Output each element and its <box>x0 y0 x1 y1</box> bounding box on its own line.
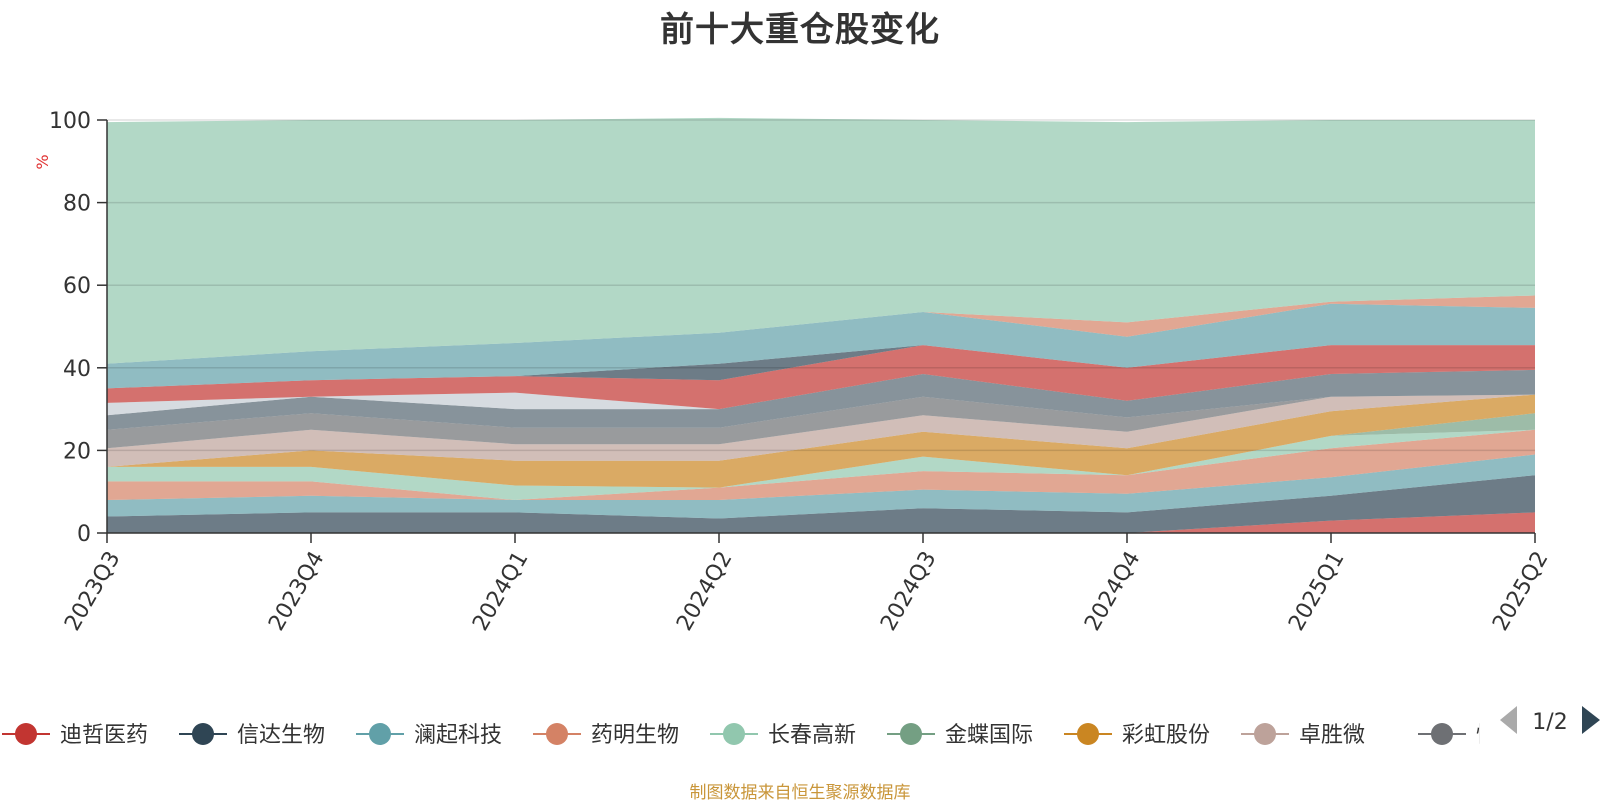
area-series-7[interactable] <box>107 394 1535 488</box>
legend-label: 恒瑞医药 <box>1476 723 1564 748</box>
area-series-8[interactable] <box>107 394 1535 467</box>
x-tick-label: 2023Q4 <box>264 547 329 635</box>
legend-label: 信达生物 <box>237 723 325 748</box>
area-series-15[interactable] <box>107 295 1535 364</box>
legend-label: 药明生物 <box>591 723 679 748</box>
legend-label: 彩虹股份 <box>1122 723 1210 748</box>
legend-item[interactable]: 金蝶国际 <box>887 723 1033 748</box>
area-series-16[interactable] <box>107 117 1535 364</box>
area-series-5[interactable] <box>107 429 1535 500</box>
legend-pager: 1/2 <box>1500 706 1600 735</box>
legend-marker-icon <box>900 723 922 745</box>
area-series-layer <box>107 117 1535 533</box>
legend-label: 迪哲医药 <box>60 723 148 748</box>
legend: 迪哲医药 信达生物 澜起科技 药明生物 长春高新 金蝶国际 彩虹股份 卓胜微 恒瑞医药 <box>2 723 1564 748</box>
area-series-3[interactable] <box>107 454 1535 519</box>
triangle-left-icon[interactable] <box>1500 706 1517 734</box>
x-tick-label: 2024Q2 <box>672 547 737 635</box>
y-tick-label: 60 <box>63 274 91 299</box>
y-tick-label: 80 <box>63 192 91 217</box>
y-tick-label: 20 <box>63 439 91 464</box>
legend-marker-icon <box>1077 723 1099 745</box>
triangle-right-icon[interactable] <box>1582 706 1600 734</box>
legend-marker-icon <box>15 723 37 745</box>
area-series-14[interactable] <box>107 303 1535 389</box>
x-tick-label: 2025Q2 <box>1488 547 1553 635</box>
x-tick-label: 2024Q3 <box>876 547 941 635</box>
legend-page-indicator: 1/2 <box>1532 710 1567 735</box>
legend-marker-icon <box>369 723 391 745</box>
legend-marker-icon <box>1431 723 1453 745</box>
legend-label: 卓胜微 <box>1299 723 1365 748</box>
x-tick-label: 2024Q4 <box>1080 547 1145 635</box>
legend-marker-icon <box>1254 723 1276 745</box>
x-tick-label: 2024Q1 <box>468 547 533 635</box>
y-axis-unit-label: % <box>33 154 52 169</box>
area-series-12[interactable] <box>107 345 1535 410</box>
legend-label: 澜起科技 <box>414 723 502 748</box>
area-series-2[interactable] <box>107 475 1535 533</box>
grid-lines <box>107 119 1535 452</box>
legend-marker-icon <box>192 723 214 745</box>
y-tick-label: 100 <box>49 109 91 134</box>
legend-item[interactable]: 药明生物 <box>533 723 679 748</box>
legend-marker-icon <box>546 723 568 745</box>
x-tick-label: 2023Q3 <box>60 547 125 635</box>
area-series-11[interactable] <box>107 369 1535 416</box>
legend-label: 金蝶国际 <box>945 723 1033 748</box>
area-series-4[interactable] <box>107 429 1535 500</box>
chart-title: 前十大重仓股变化 <box>660 10 940 50</box>
area-series-9[interactable] <box>107 394 1535 449</box>
legend-item[interactable]: 卓胜微 <box>1241 723 1365 748</box>
y-tick-label: 40 <box>63 357 91 382</box>
x-tick-label: 2025Q1 <box>1284 547 1349 635</box>
legend-item[interactable]: 彩虹股份 <box>1064 723 1210 748</box>
legend-item[interactable]: 迪哲医药 <box>2 723 148 748</box>
legend-item[interactable]: 长春高新 <box>710 723 856 748</box>
legend-marker-icon <box>723 723 745 745</box>
legend-label: 长春高新 <box>768 723 856 748</box>
source-note: 制图数据来自恒生聚源数据库 <box>689 783 911 803</box>
area-series-10[interactable] <box>107 369 1535 430</box>
area-series-1[interactable] <box>107 512 1535 533</box>
legend-item[interactable]: 信达生物 <box>179 723 325 748</box>
y-tick-label: 0 <box>77 522 91 547</box>
legend-item[interactable]: 澜起科技 <box>356 723 502 748</box>
legend-item[interactable]: 恒瑞医药 <box>1418 723 1564 748</box>
